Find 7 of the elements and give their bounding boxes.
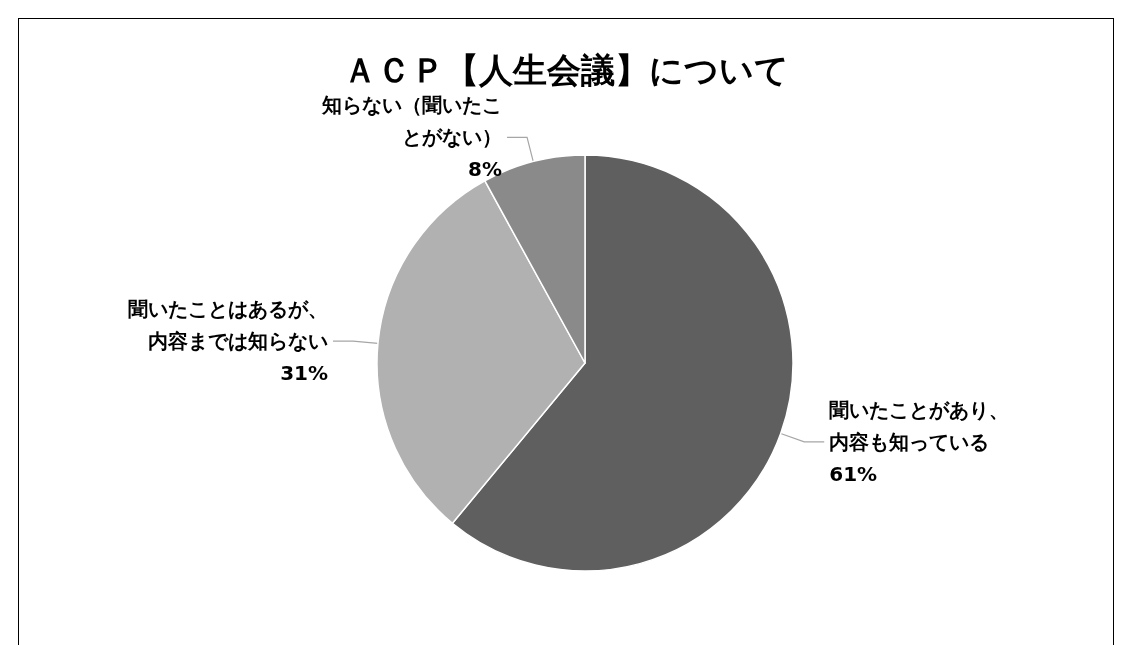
data-label: 8% xyxy=(468,157,503,182)
slice-label: 聞いたことがあり、内容も知っている xyxy=(829,397,1010,454)
data-label: 31% xyxy=(280,361,329,386)
slice-label: 知らない（聞いたことがない） xyxy=(321,93,503,150)
slice-label: 聞いたことはあるが、内容までは知らない xyxy=(128,297,329,354)
chart-title: ＡＣＰ【人生会議】について xyxy=(343,50,789,90)
data-label: 61% xyxy=(829,461,878,486)
